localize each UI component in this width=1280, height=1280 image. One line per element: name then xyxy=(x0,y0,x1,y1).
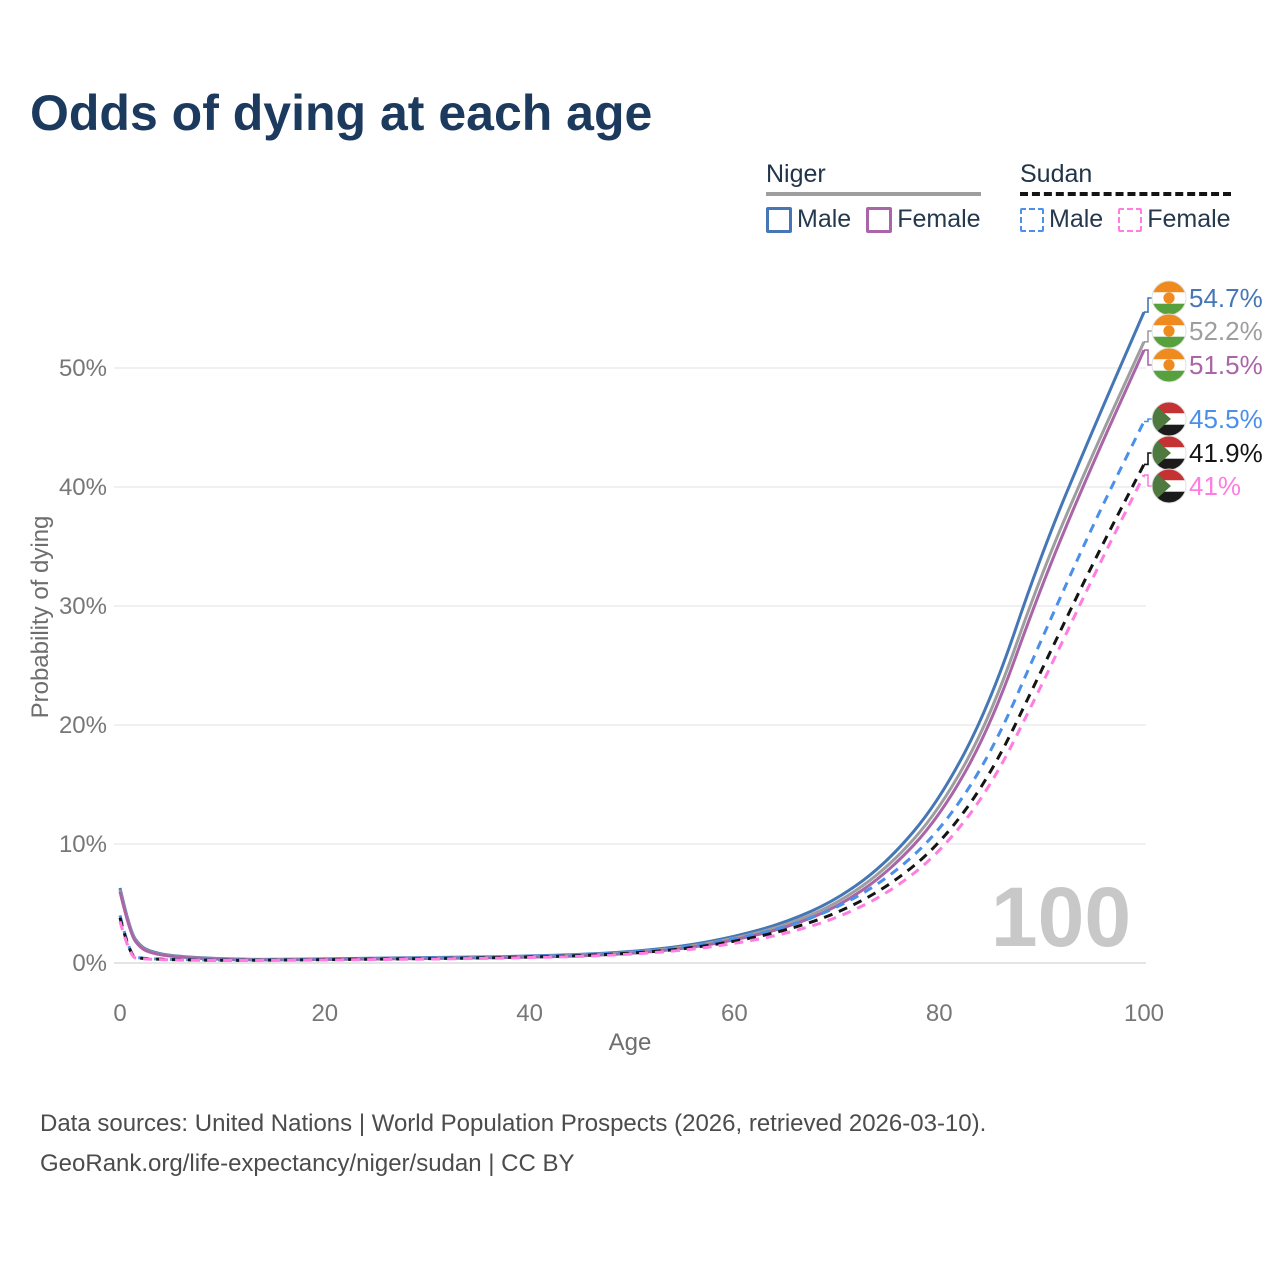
legend-item-sudan-male[interactable]: Male xyxy=(1020,205,1103,234)
x-tick-20: 20 xyxy=(311,1000,338,1027)
legend-country-sudan: Sudan xyxy=(1020,160,1093,188)
sudan-total-line-key xyxy=(1020,192,1231,196)
legend-item-niger-female[interactable]: Female xyxy=(866,205,981,234)
series-line-sudan-female xyxy=(118,474,1146,963)
age-watermark: 100 xyxy=(991,870,1131,964)
y-tick-20%: 20% xyxy=(59,712,107,739)
y-tick-10%: 10% xyxy=(59,831,107,858)
niger-female-checkbox[interactable] xyxy=(866,206,893,233)
data-sources-line: Data sources: United Nations | World Pop… xyxy=(40,1110,987,1137)
sudan-male-label: Male xyxy=(1049,205,1104,233)
niger-total-line-key xyxy=(766,192,981,196)
x-axis-title: Age xyxy=(609,1029,652,1056)
y-tick-40%: 40% xyxy=(59,474,107,501)
label-connector-sudan-male xyxy=(1144,418,1152,423)
sudan-male-checkbox[interactable] xyxy=(1020,207,1044,232)
niger-flag-icon xyxy=(1151,347,1187,383)
y-tick-30%: 30% xyxy=(59,593,107,620)
x-tick-0: 0 xyxy=(113,1000,126,1027)
niger-male-label: Male xyxy=(797,205,852,233)
niger-flag-icon xyxy=(1151,280,1187,316)
sudan-flag-icon xyxy=(1151,468,1187,504)
label-connector-sudan-female xyxy=(1144,474,1152,487)
sudan-female-checkbox[interactable] xyxy=(1118,207,1143,232)
series-line-niger-male xyxy=(118,311,1146,961)
niger-female-label: Female xyxy=(897,205,981,233)
end-label-niger-male: 54.7% xyxy=(1189,283,1263,313)
x-tick-40: 40 xyxy=(516,1000,543,1027)
x-tick-60: 60 xyxy=(721,1000,748,1027)
label-connector-sudan-total xyxy=(1144,452,1152,466)
sudan-flag-icon xyxy=(1151,401,1187,437)
legend-group-niger: Niger Male Female xyxy=(766,160,981,234)
end-label-niger-total: 52.2% xyxy=(1189,316,1263,346)
legend-group-sudan: Sudan Male Female xyxy=(1020,160,1231,234)
legend-item-niger-male[interactable]: Male xyxy=(766,205,851,234)
label-connector-niger-total xyxy=(1144,330,1152,343)
legend-item-sudan-female[interactable]: Female xyxy=(1118,205,1231,234)
sudan-female-label: Female xyxy=(1147,205,1231,233)
page-title: Odds of dying at each age xyxy=(30,85,653,141)
label-connector-niger-female xyxy=(1144,349,1152,366)
niger-male-checkbox[interactable] xyxy=(766,206,792,233)
sudan-flag-icon xyxy=(1151,435,1187,471)
end-label-sudan-total: 41.9% xyxy=(1189,438,1263,468)
end-label-niger-female: 51.5% xyxy=(1189,350,1263,380)
series-line-niger-female xyxy=(118,349,1146,962)
attribution-line: GeoRank.org/life-expectancy/niger/sudan … xyxy=(40,1150,575,1177)
legend-country-niger: Niger xyxy=(766,160,826,188)
footer: Data sources: United Nations | World Pop… xyxy=(40,1104,986,1184)
end-label-sudan-male: 45.5% xyxy=(1189,404,1263,434)
x-tick-80: 80 xyxy=(926,1000,953,1027)
y-tick-0%: 0% xyxy=(72,950,107,977)
y-tick-50%: 50% xyxy=(59,355,107,382)
y-axis-title: Probability of dying xyxy=(27,516,54,719)
end-label-sudan-female: 41% xyxy=(1189,471,1241,501)
x-tick-100: 100 xyxy=(1124,1000,1164,1027)
niger-flag-icon xyxy=(1151,313,1187,349)
series-line-niger-total xyxy=(118,341,1146,962)
label-connector-niger-male xyxy=(1144,297,1152,313)
